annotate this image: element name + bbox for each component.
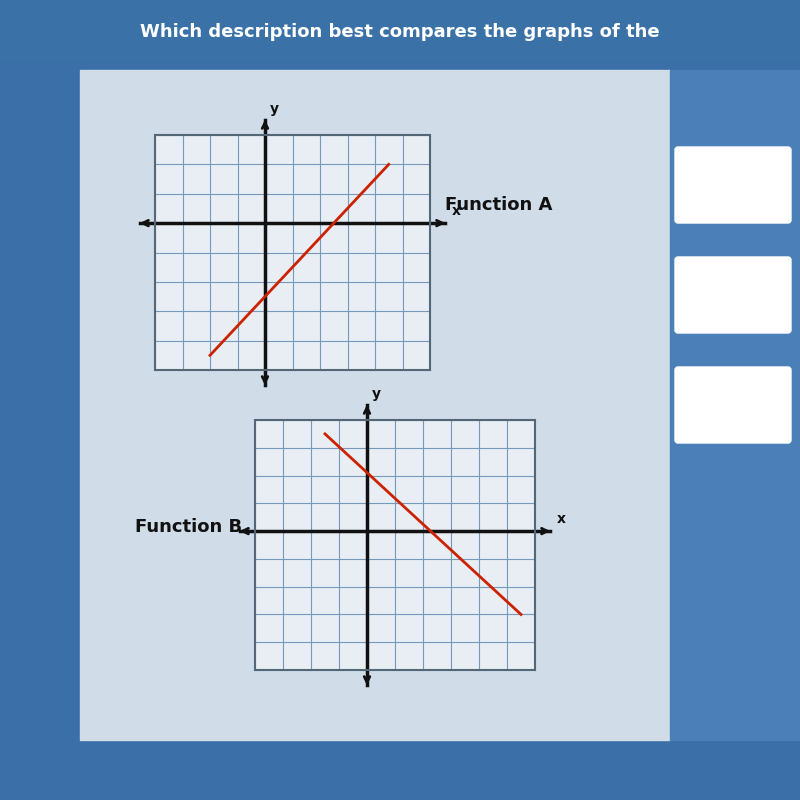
Text: y: y — [372, 387, 381, 401]
Bar — [155, 135, 430, 370]
Text: y: y — [270, 102, 279, 116]
Text: x: x — [452, 204, 461, 218]
Text: Function A: Function A — [445, 196, 552, 214]
Bar — [0, 0, 800, 60]
FancyBboxPatch shape — [675, 147, 791, 223]
FancyBboxPatch shape — [675, 257, 791, 333]
Text: x: x — [557, 512, 566, 526]
Bar — [155, 135, 430, 370]
Text: Which description best compares the graphs of the: Which description best compares the grap… — [140, 23, 660, 41]
Bar — [670, 70, 800, 740]
Text: Function B: Function B — [135, 518, 242, 537]
Bar — [255, 420, 535, 670]
FancyBboxPatch shape — [675, 367, 791, 443]
Bar — [80, 70, 670, 740]
Bar — [255, 420, 535, 670]
